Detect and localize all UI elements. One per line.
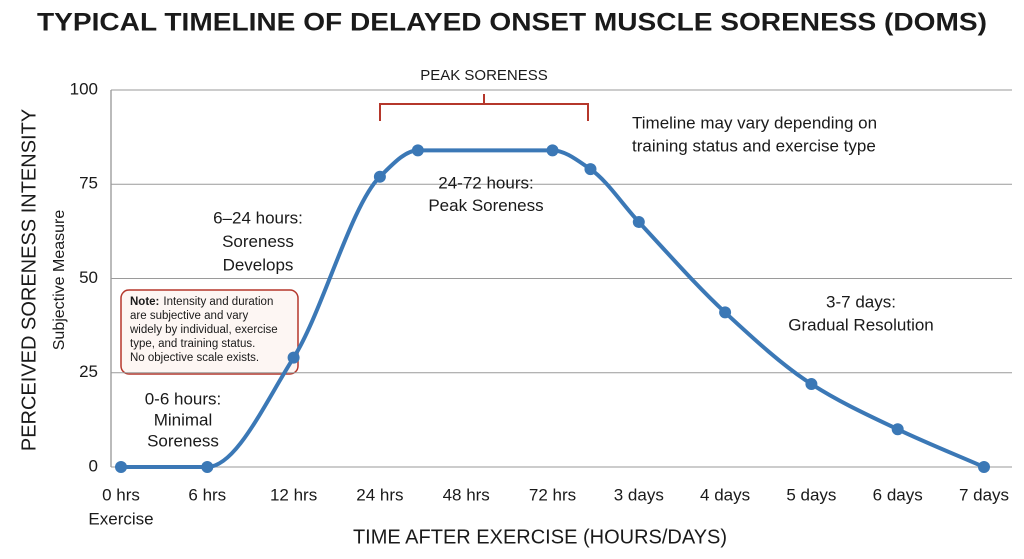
point	[632, 215, 645, 228]
x-axis-sublabel: Exercise	[88, 509, 153, 528]
y-tick-label: 50	[79, 268, 98, 287]
x-tick-label: 5 days	[786, 485, 836, 504]
annotation: 6–24 hours:	[213, 208, 303, 227]
annotation: Peak Soreness	[428, 196, 543, 215]
x-tick-label: 6 days	[873, 485, 923, 504]
x-tick-label: 4 days	[700, 485, 750, 504]
y-tick-label: 75	[79, 174, 98, 193]
x-tick-label: 0 hrs	[102, 485, 140, 504]
y-tick-label: 0	[89, 456, 98, 475]
point	[805, 378, 818, 391]
point	[546, 144, 559, 157]
point	[201, 461, 214, 473]
peak-bracket	[379, 94, 589, 121]
annotation: 0-6 hours:	[145, 389, 222, 408]
annotation: Soreness	[147, 431, 219, 450]
point	[719, 306, 732, 319]
x-axis-label: TIME AFTER EXERCISE (HOURS/DAYS)	[353, 526, 727, 548]
point	[411, 144, 424, 157]
point	[891, 423, 904, 436]
x-tick-label: 7 days	[959, 485, 1009, 504]
annotation: Soreness	[222, 232, 294, 251]
y-axis-label: PERCEIVED SORENESS INTENSITY	[18, 109, 40, 451]
y-tick-label: 25	[79, 362, 98, 381]
annotation: 24-72 hours:	[438, 173, 533, 192]
note-label: Note:	[130, 296, 159, 308]
point	[978, 461, 990, 473]
y-axis-sublabel: Subjective Measure	[51, 210, 68, 351]
x-tick-label: 6 hrs	[188, 485, 226, 504]
point	[287, 351, 300, 364]
x-tick-label: 12 hrs	[270, 485, 317, 504]
annotation: Timeline may vary depending on	[632, 113, 877, 132]
note-text: Intensity and duration	[163, 296, 273, 308]
x-tick-label: 48 hrs	[443, 485, 490, 504]
point	[584, 163, 597, 176]
annotation: Minimal	[154, 410, 213, 429]
note-text: No objective scale exists.	[130, 352, 259, 364]
y-tick-label: 100	[70, 79, 98, 98]
note-text: are subjective and vary	[130, 310, 249, 322]
annotation: Gradual Resolution	[788, 315, 934, 334]
x-tick-label: 24 hrs	[356, 485, 403, 504]
x-tick-label: 3 days	[614, 485, 664, 504]
point	[373, 170, 386, 183]
note-text: widely by individual, exercise	[129, 324, 278, 336]
note-text: type, and training status.	[130, 338, 255, 350]
x-tick-label: 72 hrs	[529, 485, 576, 504]
bracket-label: PEAK SORENESS	[420, 67, 548, 84]
annotation: 3-7 days:	[826, 292, 896, 311]
note-box	[120, 289, 299, 375]
chart-title: TYPICAL TIMELINE OF DELAYED ONSET MUSCLE…	[37, 9, 987, 37]
point	[115, 461, 127, 473]
annotation: Develops	[223, 255, 294, 274]
annotation: training status and exercise type	[632, 136, 876, 155]
